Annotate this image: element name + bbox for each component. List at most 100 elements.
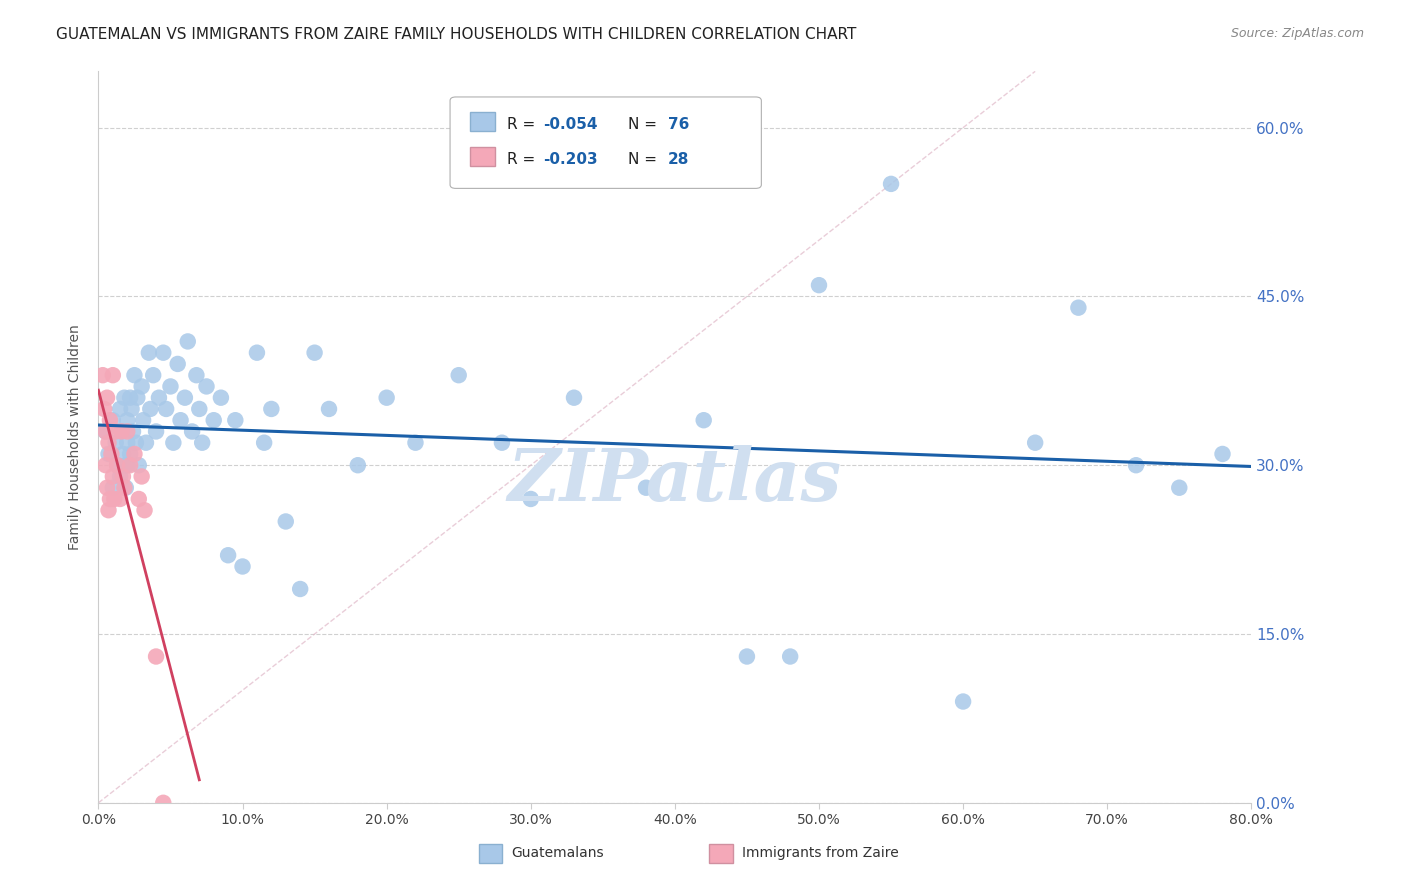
Point (105, 458, 128, 473)
Point (97, 503, 120, 517)
Text: R =: R = (506, 153, 540, 168)
Point (93, 401, 115, 416)
Point (117, 425, 139, 439)
Point (117, 435, 139, 450)
Point (186, 368, 208, 383)
Point (111, 447, 134, 461)
Point (735, 649, 758, 664)
Point (127, 391, 149, 405)
Point (94, 425, 117, 439)
Point (112, 481, 135, 495)
Point (155, 401, 177, 416)
Point (108, 491, 131, 506)
Bar (479, 845, 502, 863)
Point (132, 413, 155, 427)
Point (128, 491, 150, 506)
Point (318, 401, 340, 416)
Point (131, 469, 153, 483)
Text: GUATEMALAN VS IMMIGRANTS FROM ZAIRE FAMILY HOUSEHOLDS WITH CHILDREN CORRELATION : GUATEMALAN VS IMMIGRANTS FROM ZAIRE FAMI… (56, 27, 856, 42)
Point (97, 447, 120, 461)
Point (108, 401, 131, 416)
Point (346, 458, 368, 473)
Point (779, 649, 801, 664)
Point (188, 401, 211, 416)
Point (138, 345, 160, 359)
Point (142, 368, 165, 383)
Text: -0.054: -0.054 (544, 117, 598, 132)
Point (139, 401, 162, 416)
Point (94, 458, 117, 473)
FancyBboxPatch shape (450, 97, 762, 188)
Point (174, 391, 197, 405)
Point (177, 334, 200, 349)
Point (124, 447, 146, 461)
Point (101, 413, 124, 427)
Point (91, 368, 114, 383)
Point (114, 458, 136, 473)
Point (108, 469, 131, 483)
Text: Immigrants from Zaire: Immigrants from Zaire (742, 847, 898, 860)
Point (260, 401, 283, 416)
Point (96, 391, 118, 405)
Point (114, 481, 136, 495)
Point (274, 515, 297, 529)
Point (120, 458, 142, 473)
Point (636, 481, 658, 495)
Point (152, 796, 174, 810)
Point (111, 469, 134, 483)
Point (1024, 435, 1046, 450)
Point (375, 391, 398, 405)
Point (152, 345, 174, 359)
Point (191, 435, 214, 450)
Point (148, 391, 170, 405)
Point (952, 694, 974, 708)
Point (121, 401, 143, 416)
Point (693, 413, 716, 427)
Text: N =: N = (627, 153, 661, 168)
Point (110, 425, 132, 439)
Point (562, 391, 585, 405)
Point (181, 425, 204, 439)
Point (104, 435, 127, 450)
Bar (470, 112, 495, 131)
Text: -0.203: -0.203 (544, 153, 598, 168)
Point (253, 435, 276, 450)
Point (1212, 447, 1234, 461)
Point (405, 435, 427, 450)
Point (169, 413, 191, 427)
Y-axis label: Family Households with Children: Family Households with Children (69, 324, 83, 550)
Point (520, 491, 543, 506)
Point (224, 413, 246, 427)
Bar (470, 147, 495, 167)
Point (880, 177, 903, 191)
Point (1168, 481, 1191, 495)
Point (104, 425, 127, 439)
Point (231, 559, 254, 574)
Point (94, 425, 117, 439)
Point (112, 391, 135, 405)
Text: N =: N = (627, 117, 661, 132)
Point (122, 425, 145, 439)
Point (134, 503, 156, 517)
Point (304, 345, 326, 359)
Point (217, 548, 239, 562)
Point (209, 391, 232, 405)
Point (246, 345, 269, 359)
Point (290, 582, 312, 596)
Point (117, 458, 139, 473)
Bar (710, 845, 733, 863)
Point (159, 379, 181, 393)
Text: ZIPatlas: ZIPatlas (508, 445, 842, 516)
Point (1067, 301, 1090, 315)
Point (195, 379, 218, 393)
Text: Guatemalans: Guatemalans (512, 847, 603, 860)
Point (96, 481, 118, 495)
Point (131, 379, 153, 393)
Point (128, 458, 150, 473)
Point (166, 357, 188, 371)
Point (98, 413, 121, 427)
Point (120, 447, 142, 461)
Text: 76: 76 (668, 117, 689, 132)
Point (447, 368, 470, 383)
Point (1125, 458, 1147, 473)
